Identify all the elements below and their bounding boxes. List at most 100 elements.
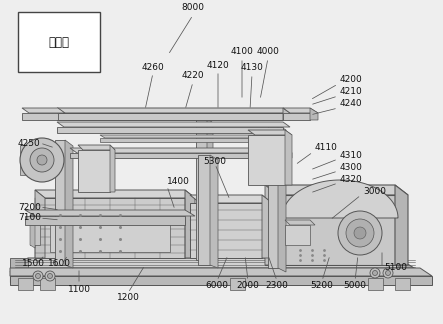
Polygon shape: [262, 195, 272, 258]
Polygon shape: [57, 122, 290, 127]
Text: 1200: 1200: [117, 294, 140, 303]
Polygon shape: [100, 138, 285, 142]
Polygon shape: [285, 148, 292, 158]
Polygon shape: [10, 258, 28, 282]
Circle shape: [370, 268, 380, 278]
Polygon shape: [207, 118, 213, 263]
Circle shape: [35, 273, 40, 279]
Polygon shape: [196, 118, 207, 260]
Polygon shape: [282, 180, 398, 218]
Circle shape: [45, 271, 55, 281]
Circle shape: [30, 148, 54, 172]
Polygon shape: [65, 140, 73, 268]
Text: 控制器: 控制器: [48, 36, 70, 49]
Polygon shape: [285, 130, 292, 185]
Text: 7100: 7100: [18, 214, 41, 223]
Text: 4200: 4200: [340, 75, 363, 85]
Circle shape: [37, 155, 47, 165]
Text: 4300: 4300: [340, 163, 363, 171]
Polygon shape: [190, 203, 262, 258]
Polygon shape: [25, 216, 185, 225]
Polygon shape: [18, 278, 33, 290]
Polygon shape: [368, 278, 383, 290]
Bar: [18, 12, 100, 72]
Polygon shape: [70, 148, 292, 153]
Polygon shape: [55, 140, 65, 265]
Circle shape: [385, 271, 390, 275]
Text: 4000: 4000: [256, 48, 280, 56]
Polygon shape: [10, 258, 420, 272]
Circle shape: [373, 271, 377, 275]
Polygon shape: [190, 195, 272, 203]
Text: 4100: 4100: [230, 48, 253, 56]
Text: 4210: 4210: [340, 87, 363, 97]
Text: 8000: 8000: [182, 4, 205, 13]
Polygon shape: [50, 218, 178, 224]
Text: 5100: 5100: [384, 263, 407, 272]
Polygon shape: [285, 220, 315, 225]
Polygon shape: [10, 272, 420, 282]
Polygon shape: [57, 108, 290, 113]
Polygon shape: [283, 108, 318, 113]
Text: 4260: 4260: [142, 63, 164, 72]
Polygon shape: [395, 278, 410, 290]
Text: 5000: 5000: [343, 282, 366, 291]
Text: 4130: 4130: [241, 64, 264, 73]
Polygon shape: [198, 155, 210, 265]
Circle shape: [383, 268, 393, 278]
Text: 1100: 1100: [67, 284, 90, 294]
Text: 7200: 7200: [18, 202, 41, 212]
Text: 4250: 4250: [18, 138, 41, 147]
Polygon shape: [283, 113, 310, 120]
Text: 4310: 4310: [340, 151, 363, 159]
Polygon shape: [285, 225, 310, 245]
Polygon shape: [310, 108, 318, 120]
Polygon shape: [248, 130, 292, 135]
Polygon shape: [25, 210, 195, 216]
Polygon shape: [35, 198, 185, 258]
Circle shape: [33, 271, 43, 281]
Polygon shape: [248, 135, 285, 185]
Text: 1600: 1600: [48, 260, 71, 269]
Polygon shape: [100, 135, 290, 138]
Polygon shape: [70, 153, 285, 158]
Polygon shape: [57, 113, 283, 120]
Polygon shape: [30, 215, 35, 248]
Text: 4320: 4320: [340, 175, 363, 183]
Polygon shape: [22, 113, 58, 120]
Polygon shape: [210, 155, 218, 268]
Polygon shape: [78, 145, 115, 150]
Circle shape: [47, 273, 53, 279]
Text: 6000: 6000: [206, 282, 229, 291]
Polygon shape: [265, 185, 278, 265]
Polygon shape: [278, 125, 286, 272]
Polygon shape: [35, 190, 45, 258]
Polygon shape: [265, 185, 408, 195]
Circle shape: [346, 219, 374, 247]
Text: 2000: 2000: [237, 282, 260, 291]
Polygon shape: [185, 190, 195, 258]
Polygon shape: [265, 195, 395, 265]
Text: 1500: 1500: [22, 260, 45, 269]
Text: 4120: 4120: [206, 61, 229, 70]
Polygon shape: [57, 127, 283, 133]
Polygon shape: [398, 258, 420, 282]
Circle shape: [354, 227, 366, 239]
Polygon shape: [10, 268, 432, 276]
Polygon shape: [283, 108, 290, 120]
Polygon shape: [20, 145, 25, 175]
Polygon shape: [78, 150, 110, 192]
Polygon shape: [395, 185, 408, 265]
Polygon shape: [110, 145, 115, 192]
Text: 5200: 5200: [311, 282, 334, 291]
Circle shape: [20, 138, 64, 182]
Polygon shape: [35, 190, 195, 198]
Polygon shape: [22, 108, 65, 113]
Polygon shape: [30, 215, 40, 245]
Circle shape: [338, 211, 382, 255]
Polygon shape: [230, 278, 245, 290]
Text: 4220: 4220: [182, 72, 204, 80]
Polygon shape: [268, 125, 278, 268]
Text: 4240: 4240: [340, 99, 363, 109]
Polygon shape: [40, 278, 55, 290]
